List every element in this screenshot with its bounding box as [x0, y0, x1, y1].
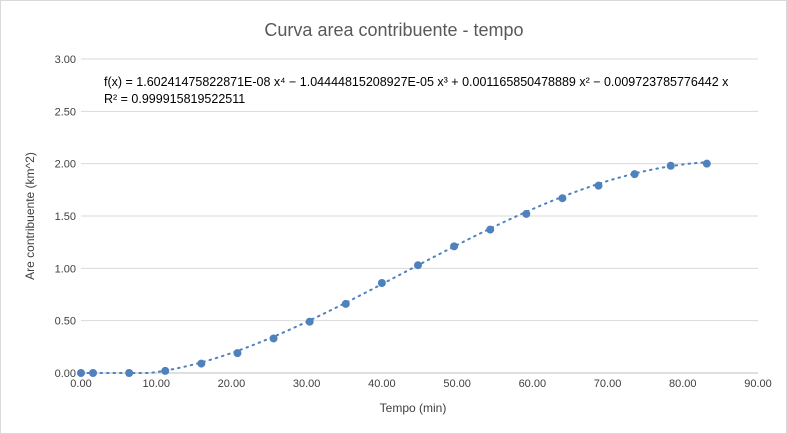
x-tick-label: 80.00 — [669, 378, 697, 390]
y-tick-label: 3.00 — [55, 54, 76, 66]
y-tick-label: 2.00 — [55, 159, 76, 171]
data-point — [450, 242, 459, 251]
x-tick-label: 40.00 — [368, 378, 396, 390]
trendline-r2: R² = 0.999915819522511 — [104, 92, 245, 106]
data-point — [233, 349, 242, 358]
data-point — [269, 334, 278, 343]
data-point — [377, 278, 386, 287]
data-point — [486, 225, 495, 234]
x-tick-label: 70.00 — [594, 378, 622, 390]
x-tick-label: 30.00 — [293, 378, 321, 390]
data-point — [125, 369, 134, 377]
data-point — [666, 161, 675, 170]
data-point — [77, 369, 85, 377]
x-axis-title: Tempo (min) — [380, 401, 447, 415]
y-tick-label: 2.50 — [55, 106, 76, 118]
x-tick-label: 60.00 — [519, 378, 547, 390]
trendline — [80, 161, 708, 374]
data-point — [630, 170, 639, 179]
data-point — [702, 159, 711, 168]
y-tick-label: 0.00 — [55, 368, 76, 380]
gridlines — [81, 58, 758, 374]
data-point — [305, 317, 314, 326]
data-points — [77, 159, 711, 377]
x-tick-label: 0.00 — [70, 378, 91, 390]
data-point — [197, 359, 206, 368]
trendline-equation: f(x) = 1.60241475822871E-08 x⁴ − 1.04444… — [104, 75, 729, 89]
data-point — [161, 366, 170, 375]
y-tick-label: 1.50 — [55, 211, 76, 223]
data-point — [558, 194, 567, 203]
data-point — [522, 209, 531, 218]
trendline-group — [80, 161, 708, 374]
y-axis-title: Are contribuente (km^2) — [23, 152, 37, 280]
data-point — [413, 261, 422, 270]
x-tick-label: 50.00 — [443, 378, 471, 390]
x-tick-label: 20.00 — [218, 378, 246, 390]
y-tick-label: 1.00 — [55, 263, 76, 275]
data-point — [89, 369, 98, 377]
data-point — [594, 181, 603, 190]
y-tick-label: 0.50 — [55, 316, 76, 328]
x-tick-label: 10.00 — [142, 378, 170, 390]
x-tick-labels: 0.00 10.00 20.00 30.00 40.00 50.00 60.00 70.00 8… — [70, 378, 771, 390]
y-tick-labels: 0.00 0.50 1.00 1.50 2.00 2.50 3.00 — [55, 54, 76, 380]
chart-title: Curva area contribuente - tempo — [264, 20, 523, 40]
data-point — [341, 299, 350, 308]
x-tick-label: 90.00 — [744, 378, 772, 390]
